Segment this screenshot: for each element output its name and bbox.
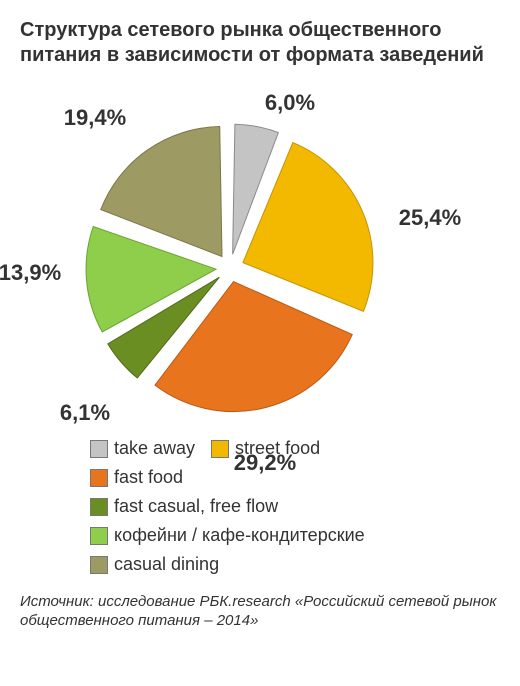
legend-swatch (90, 527, 108, 545)
source-line-2: общественного питания – 2014» (20, 612, 258, 629)
title-line-2: питания в зависимости от формата заведен… (20, 44, 484, 66)
slice-label-fast_casual: 6,1% (60, 400, 110, 426)
legend-swatch (90, 556, 108, 574)
pie-chart: 6,0%25,4%29,2%6,1%13,9%19,4% (20, 78, 500, 438)
title-line-1: Структура сетевого рынка общественного (20, 19, 441, 41)
chart-title: Структура сетевого рынка общественного п… (20, 18, 500, 68)
legend-label: casual dining (114, 554, 219, 575)
legend-label: кофейни / кафе-кондитерские (114, 525, 365, 546)
source-line-1: Источник: исследование РБК.research «Рос… (20, 593, 496, 610)
legend-row: casual dining (90, 554, 500, 575)
slice-label-casual: 19,4% (64, 105, 126, 131)
legend-swatch (90, 440, 108, 458)
legend-swatch (90, 469, 108, 487)
legend-row: кофейни / кафе-кондитерские (90, 525, 500, 546)
legend-item: fast food (90, 467, 183, 488)
pie-svg (20, 78, 500, 438)
legend-swatch (90, 498, 108, 516)
legend-label: fast casual, free flow (114, 496, 278, 517)
legend-swatch (211, 440, 229, 458)
source-text: Источник: исследование РБК.research «Рос… (20, 593, 500, 631)
legend-row: fast casual, free flow (90, 496, 500, 517)
legend-item: take away (90, 438, 195, 459)
legend-item: casual dining (90, 554, 219, 575)
slice-label-coffee: 13,9% (0, 260, 61, 286)
chart-canvas: Структура сетевого рынка общественного п… (0, 0, 520, 686)
slice-label-take_away: 6,0% (265, 90, 315, 116)
slice-label-fast_food: 29,2% (234, 450, 296, 476)
legend-item: fast casual, free flow (90, 496, 278, 517)
legend-label: take away (114, 438, 195, 459)
slice-label-street_food: 25,4% (399, 205, 461, 231)
legend-item: кофейни / кафе-кондитерские (90, 525, 365, 546)
legend-label: fast food (114, 467, 183, 488)
